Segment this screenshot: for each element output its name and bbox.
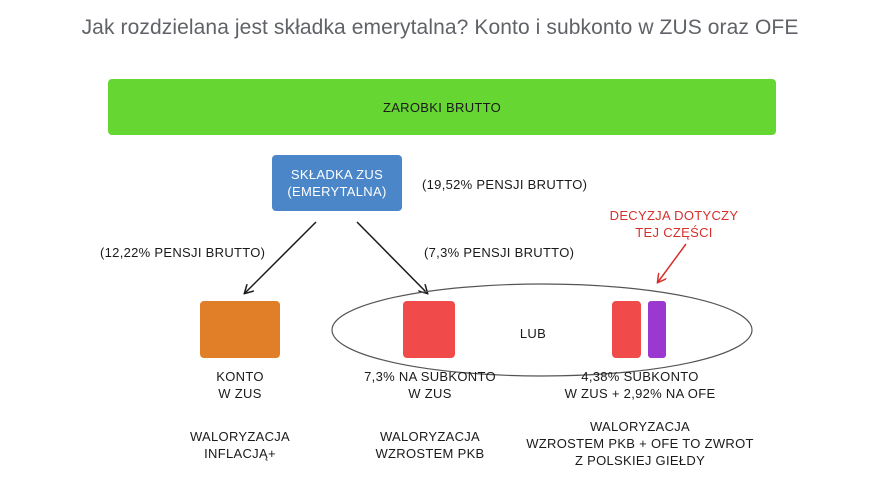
konto-label: KONTO W ZUS (160, 368, 320, 402)
options-ellipse (331, 283, 753, 377)
subkonto-valorization: WALORYZACJA WZROSTEM PKB (340, 428, 520, 462)
mixed-valorization: WALORYZACJA WZROSTEM PKB + OFE TO ZWROT … (520, 418, 760, 469)
zus-contribution-line2: (EMERYTALNA) (287, 184, 387, 199)
arrow-to-konto (245, 221, 317, 293)
subkonto-label: 7,3% NA SUBKONTO W ZUS (340, 368, 520, 402)
decision-note-line1: DECYZJA DOTYCZY (609, 208, 739, 223)
konto-valorization-line2: INFLACJĄ+ (204, 446, 276, 461)
subkonto-valorization-line1: WALORYZACJA (379, 429, 481, 444)
zus-contribution-line1: SKŁADKA ZUS (290, 167, 384, 182)
subkonto-zus-block (403, 301, 455, 358)
arrow-to-subkonto (356, 221, 427, 293)
mixed-valorization-line3: Z POLSKIEJ GIEŁDY (574, 453, 706, 468)
mixed-label-line2: W ZUS + 2,92% NA OFE (564, 386, 716, 401)
konto-zus-block (200, 301, 280, 358)
subkonto-valorization-line2: WZROSTEM PKB (375, 446, 485, 461)
mixed-subkonto-block (612, 301, 641, 358)
subkonto-percentage-label: (7,3% PENSJI BRUTTO) (424, 245, 575, 260)
subkonto-label-line2: W ZUS (408, 386, 452, 401)
or-label: LUB (519, 326, 547, 341)
decision-note: DECYZJA DOTYCZY TEJ CZĘŚCI (608, 207, 740, 241)
gross-salary-box: ZAROBKI BRUTTO (108, 79, 776, 135)
zus-contribution-box: SKŁADKA ZUS (EMERYTALNA) (272, 155, 402, 211)
mixed-label: 4,38% SUBKONTO W ZUS + 2,92% NA OFE (560, 368, 720, 402)
total-percentage-label: (19,52% PENSJI BRUTTO) (422, 177, 588, 192)
page-title: Jak rozdzielana jest składka emerytalna?… (81, 16, 799, 39)
konto-valorization-line1: WALORYZACJA (189, 429, 291, 444)
mixed-ofe-block (648, 301, 666, 358)
decision-arrow (658, 243, 687, 282)
mixed-valorization-line1: WALORYZACJA (589, 419, 691, 434)
konto-percentage-label: (12,22% PENSJI BRUTTO) (100, 245, 266, 260)
subkonto-label-line1: 7,3% NA SUBKONTO (364, 369, 496, 384)
mixed-valorization-line2: WZROSTEM PKB + OFE TO ZWROT (526, 436, 754, 451)
konto-label-line1: KONTO (216, 369, 264, 384)
gross-salary-label: ZAROBKI BRUTTO (382, 99, 502, 115)
decision-note-line2: TEJ CZĘŚCI (635, 225, 713, 240)
konto-valorization: WALORYZACJA INFLACJĄ+ (160, 428, 320, 462)
konto-label-line2: W ZUS (218, 386, 262, 401)
mixed-label-line1: 4,38% SUBKONTO (581, 369, 699, 384)
